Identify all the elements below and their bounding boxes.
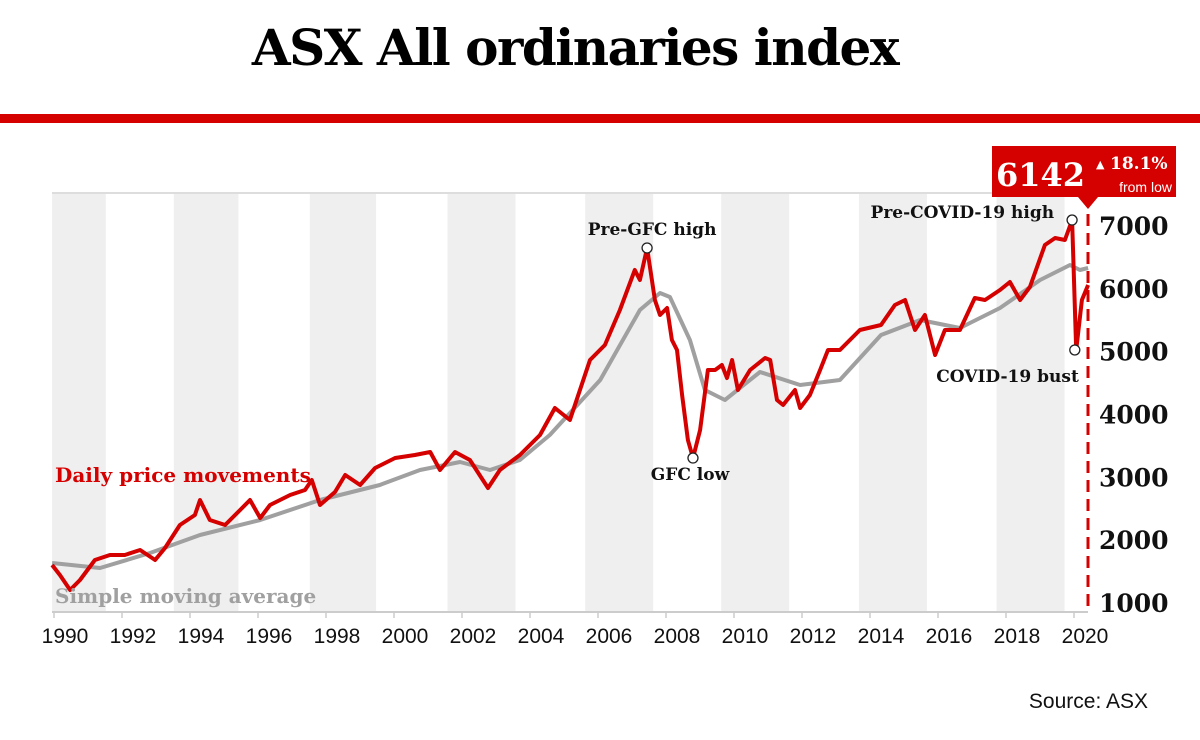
annotation-label: COVID-19 bust xyxy=(936,367,1079,387)
source-note: Source: ASX xyxy=(1028,690,1148,713)
y-tick-label: 1000 xyxy=(1099,589,1169,618)
x-tick-label: 2008 xyxy=(654,625,701,648)
annotation-label: Pre-GFC high xyxy=(588,220,717,240)
annotation-label: Pre-COVID-19 high xyxy=(871,203,1055,223)
x-tick-label: 2004 xyxy=(518,625,565,648)
x-tick-label: 1998 xyxy=(314,625,361,648)
x-tick-label: 2018 xyxy=(994,625,1041,648)
annotation-label: GFC low xyxy=(651,465,730,485)
shaded-band xyxy=(996,193,1065,612)
price-line xyxy=(50,218,1090,592)
y-tick-label: 3000 xyxy=(1099,463,1169,492)
callout-value: 6142 xyxy=(996,156,1085,194)
x-tick-label: 1996 xyxy=(246,625,293,648)
x-tick-label: 1990 xyxy=(42,625,89,648)
moving-average-line xyxy=(51,263,1089,570)
y-tick-label: 6000 xyxy=(1099,275,1169,304)
x-tick-label: 2002 xyxy=(450,625,497,648)
x-tick-label: 2014 xyxy=(858,625,905,648)
callout-change: 18.1% xyxy=(1110,154,1168,174)
x-tick-label: 2010 xyxy=(722,625,769,648)
annotation-marker xyxy=(687,452,699,464)
x-tick-label: 1992 xyxy=(110,625,157,648)
shaded-band xyxy=(52,193,106,612)
x-tick-label: 1994 xyxy=(178,625,225,648)
legend-price: Daily price movements xyxy=(55,463,311,487)
annotation-marker xyxy=(1066,214,1078,226)
shaded-band xyxy=(173,193,239,612)
legend-average: Simple moving average xyxy=(55,584,316,608)
shaded-band xyxy=(447,193,516,612)
shaded-band xyxy=(585,193,654,612)
annotation-marker xyxy=(1069,344,1081,356)
x-tick-label: 2000 xyxy=(382,625,429,648)
x-tick-label: 2012 xyxy=(790,625,837,648)
annotation-marker xyxy=(641,242,653,254)
y-tick-label: 5000 xyxy=(1099,338,1169,367)
y-tick-label: 2000 xyxy=(1099,526,1169,555)
title-divider xyxy=(0,114,1200,123)
chart-title: ASX All ordinaries index xyxy=(251,18,900,77)
current-value-callout: 6142 ▲ 18.1% from low xyxy=(992,146,1176,209)
x-tick-label: 2006 xyxy=(586,625,633,648)
y-tick-label: 4000 xyxy=(1099,401,1169,430)
callout-sub: from low xyxy=(1119,179,1173,195)
callout-box xyxy=(992,146,1176,209)
x-tick-label: 2020 xyxy=(1062,625,1109,648)
shaded-band xyxy=(309,193,377,612)
x-tick-label: 2016 xyxy=(926,625,973,648)
shaded-band xyxy=(858,193,927,612)
y-tick-label: 7000 xyxy=(1099,212,1169,241)
up-arrow-icon: ▲ xyxy=(1096,158,1105,171)
